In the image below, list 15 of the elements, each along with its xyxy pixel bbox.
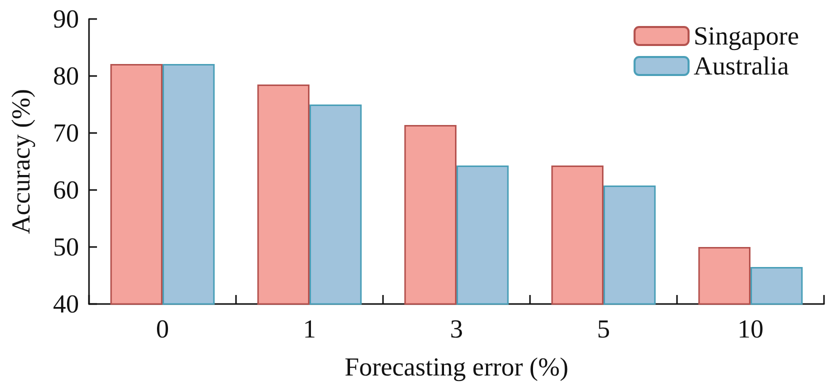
x-tick-label: 5 [597,314,610,344]
y-axis-title: Accuracy (%) [6,88,36,234]
y-tick-label: 60 [53,176,79,204]
x-axis-title: Forecasting error (%) [344,352,568,382]
x-tick-label: 3 [450,314,463,344]
y-tick-label: 50 [53,232,79,262]
x-tick-label: 1 [303,314,316,344]
y-tick-label: 80 [53,62,79,90]
legend-label: Singapore [694,22,799,50]
y-tick-label: 90 [53,4,79,34]
y-tick-label: 70 [53,118,79,148]
x-tick-label: 0 [156,314,169,344]
x-tick-label: 10 [738,314,764,344]
legend-label: Australia [694,52,790,80]
y-tick-label: 40 [53,290,79,318]
